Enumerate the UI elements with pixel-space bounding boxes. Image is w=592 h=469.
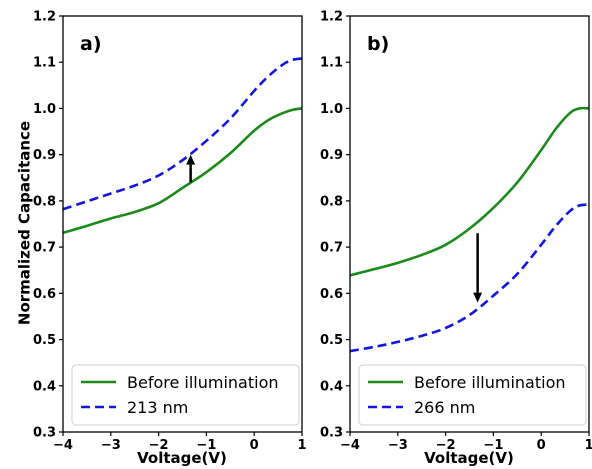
plot-frame	[349, 15, 590, 433]
x-axis-title-b: Voltage(V)	[424, 449, 514, 467]
series-line-2	[349, 203, 590, 353]
y-tick-label: 0.9	[33, 148, 56, 163]
panel-a: −4 −3 −2 −1 0 1 0.3 0.4 0.5 0.6 0.7 0.8 0.9 1.0 1.1 1.2…	[33, 10, 307, 454]
y-tick-label: 1.1	[320, 56, 343, 71]
y-tick-label: 0.7	[33, 241, 56, 256]
x-tick-label: 0	[250, 438, 259, 453]
y-tick-label: 0.8	[33, 194, 56, 209]
panel-label: a)	[80, 33, 102, 55]
y-tick-label: 1.2	[320, 10, 343, 25]
legend-label: 266 nm	[414, 398, 475, 417]
x-axis-title-a: Voltage(V)	[137, 449, 227, 467]
series-line-1	[62, 107, 303, 235]
y-tick-label: 1.1	[33, 56, 56, 71]
y-tick-label: 0.3	[320, 426, 343, 441]
x-tick-label: 1	[297, 438, 306, 453]
arrow-head	[473, 292, 483, 303]
arrow-head	[186, 154, 196, 165]
y-tick-label: 1.0	[320, 102, 343, 117]
legend-label: Before illumination	[414, 373, 566, 392]
x-tick-label: 1	[584, 438, 592, 453]
x-tick-label: −4	[53, 438, 73, 453]
x-tick-label: −1	[196, 438, 216, 453]
x-tick-label: −3	[388, 438, 408, 453]
legend-label: 213 nm	[127, 398, 188, 417]
panel-label: b)	[367, 33, 389, 55]
x-tick-label: −2	[149, 438, 169, 453]
x-tick-label: −3	[101, 438, 121, 453]
y-tick-label: 1.2	[33, 10, 56, 25]
y-tick-label: 0.6	[33, 287, 56, 302]
y-tick-label: 0.9	[320, 148, 343, 163]
y-tick-label: 1.0	[33, 102, 56, 117]
y-tick-label: 0.7	[320, 241, 343, 256]
series-line-1	[349, 106, 590, 277]
legend-box	[71, 364, 300, 426]
x-tick-label: −1	[483, 438, 503, 453]
legend-box	[358, 364, 587, 426]
y-tick-label: 0.4	[33, 379, 56, 394]
y-tick-label: 0.8	[320, 194, 343, 209]
series-line-2	[62, 57, 303, 211]
y-tick-label: 0.5	[33, 333, 56, 348]
panel-b: −4 −3 −2 −1 0 1 0.3 0.4 0.5 0.6 0.7 0.8 0.9 1.0 1.1 1.2…	[320, 10, 592, 454]
y-tick-label: 0.6	[320, 287, 343, 302]
plot-frame	[62, 15, 303, 433]
y-tick-label: 0.4	[320, 379, 343, 394]
y-tick-label: 0.3	[33, 426, 56, 441]
x-tick-label: −4	[340, 438, 360, 453]
y-axis-title: Normalized Capacitance	[16, 121, 34, 325]
x-tick-label: −2	[436, 438, 456, 453]
y-tick-label: 0.5	[320, 333, 343, 348]
legend-label: Before illumination	[127, 373, 279, 392]
x-tick-label: 0	[537, 438, 546, 453]
